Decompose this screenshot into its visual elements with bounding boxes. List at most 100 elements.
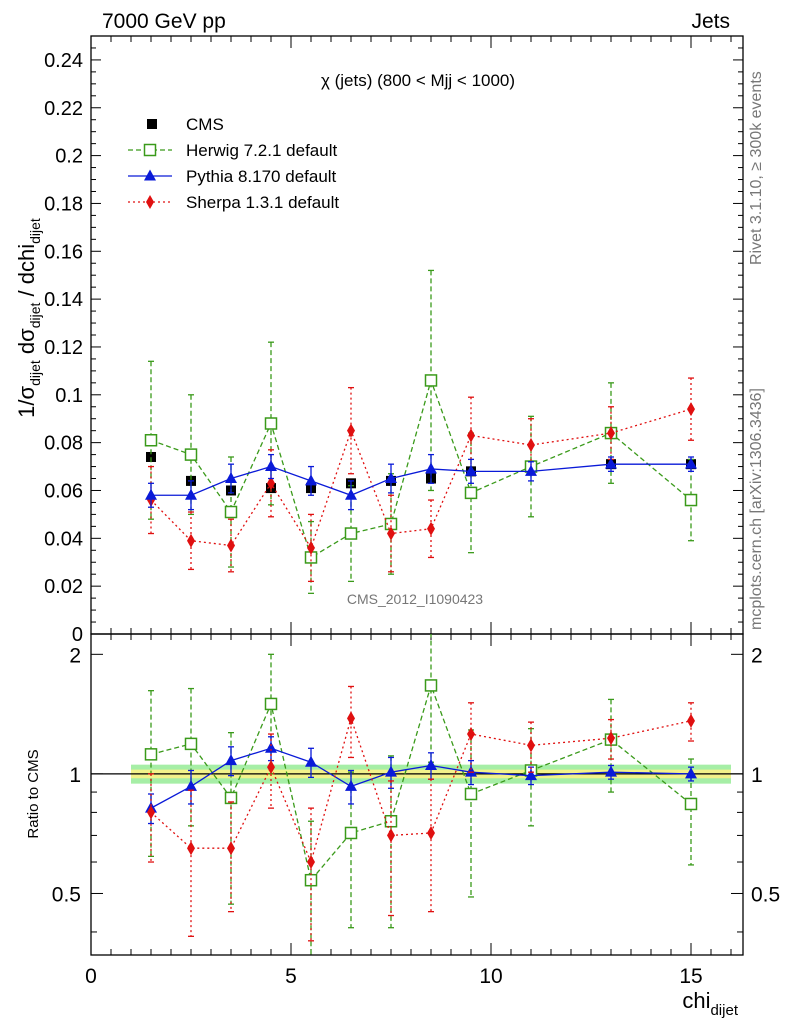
ratio-y-tick-label-right: 2 (751, 644, 763, 667)
main-series-sherpa (147, 377, 695, 583)
main-y-tick-label: 0.18 (44, 193, 83, 215)
main-y-tick-label: 0.04 (44, 528, 83, 550)
x-tick-label: 10 (479, 965, 502, 988)
legend-marker (146, 195, 154, 209)
main-data-point (525, 464, 537, 476)
ratio-data-point (227, 841, 235, 856)
main-data-point (185, 488, 197, 500)
main-data-point (425, 462, 437, 474)
main-data-point (607, 426, 615, 441)
main-plot-title: χ (jets) (800 < Mjj < 1000) (321, 71, 515, 90)
main-data-point (527, 438, 535, 453)
main-y-tick-label: 0.06 (44, 480, 83, 502)
header-right-label: Jets (691, 10, 730, 33)
ratio-data-point (347, 711, 355, 726)
ratio-data-point (345, 779, 357, 791)
x-axis-label: chidijet (682, 988, 738, 1019)
ratio-data-point (307, 855, 315, 870)
ratio-series-line (150, 716, 692, 864)
main-series-line (150, 378, 692, 559)
legend-item-sherpa: Sherpa 1.3.1 default (128, 193, 339, 212)
ratio-y-tick-label: 2 (69, 644, 81, 667)
ratio-data-point (464, 787, 478, 801)
ratio-data-point (465, 765, 477, 777)
ratio-series-sherpa (147, 685, 695, 942)
ratio-series-line (150, 747, 692, 809)
ratio-plot-frame (90, 633, 744, 956)
main-data-point (345, 488, 357, 500)
main-data-point (187, 533, 195, 548)
ratio-data-point (425, 758, 437, 770)
ratio-y-tick-label-right: 1 (751, 764, 763, 787)
main-data-point (265, 460, 277, 472)
ratio-y-tick-label: 0.5 (52, 883, 81, 906)
main-data-point (424, 374, 438, 387)
legend-item-cms: CMS (147, 115, 224, 134)
ratio-data-point (264, 697, 278, 711)
main-data-point (684, 493, 698, 507)
main-data-point (227, 538, 235, 553)
ratio-data-point (267, 760, 275, 775)
main-data-point (305, 474, 317, 486)
main-data-point (145, 488, 157, 500)
legend-label: Pythia 8.170 default (186, 167, 337, 186)
main-y-tick-label: 0.08 (44, 433, 83, 455)
x-tick-label: 15 (679, 965, 702, 988)
main-data-point (344, 527, 358, 540)
ratio-data-point (525, 769, 537, 781)
main-y-tick-label: 0.02 (44, 576, 83, 598)
ratio-data-point (184, 737, 198, 751)
ratio-data-point (387, 828, 395, 843)
main-data-point (605, 457, 617, 469)
ratio-y-tick-label-right: 0.5 (751, 883, 780, 906)
main-series-pythia (145, 453, 697, 511)
ratio-data-point (344, 826, 358, 840)
main-data-point (465, 464, 477, 476)
ratio-data-point (685, 767, 697, 779)
legend-marker (147, 119, 157, 129)
main-data-point (267, 476, 275, 491)
ratio-data-point (527, 738, 535, 753)
main-data-point (224, 505, 238, 519)
main-data-point (427, 521, 435, 536)
main-series-cms (146, 451, 696, 496)
x-tick-label: 0 (85, 965, 97, 988)
legend-marker (144, 169, 156, 181)
ratio-data-point (424, 679, 438, 692)
main-data-point (687, 402, 695, 417)
ratio-data-point (185, 779, 197, 791)
rivet-version-label: Rivet 3.1.10, ≥ 300k events (748, 71, 765, 265)
main-y-tick-label: 0.22 (44, 98, 83, 120)
ratio-series-herwig (144, 634, 698, 955)
x-tick-label: 5 (285, 965, 297, 988)
ratio-y-axis-label: Ratio to CMS (25, 749, 42, 838)
legend-item-herwig: Herwig 7.2.1 default (128, 141, 337, 160)
main-y-tick-label: 0.2 (55, 146, 83, 168)
svg-text:chidijet: chidijet (682, 988, 738, 1019)
legend-label: Herwig 7.2.1 default (186, 141, 337, 160)
ratio-data-point (427, 825, 435, 840)
main-data-point (225, 472, 237, 484)
legend-item-pythia: Pythia 8.170 default (128, 167, 337, 186)
main-data-point (144, 433, 158, 447)
main-y-axis-label: 1/σdijet dσdijet / dchidijet (14, 218, 43, 418)
main-y-tick-label: 0.16 (44, 241, 83, 263)
header-left-label: 7000 GeV pp (102, 10, 226, 33)
ratio-data-point (684, 797, 698, 811)
main-data-point (385, 472, 397, 484)
ratio-series-line (150, 683, 692, 882)
main-data-point (264, 417, 278, 430)
main-data-point (146, 451, 156, 462)
ratio-data-point (265, 741, 277, 753)
ratio-data-point (607, 731, 615, 746)
legend-marker (143, 143, 157, 157)
ratio-data-point (385, 765, 397, 777)
ratio-data-point (605, 765, 617, 777)
ratio-data-point (225, 754, 237, 766)
main-series-line (151, 463, 691, 496)
ratio-data-point (187, 841, 195, 856)
main-y-tick-label: 0.1 (55, 385, 83, 407)
ratio-y-tick-label: 1 (69, 764, 81, 787)
